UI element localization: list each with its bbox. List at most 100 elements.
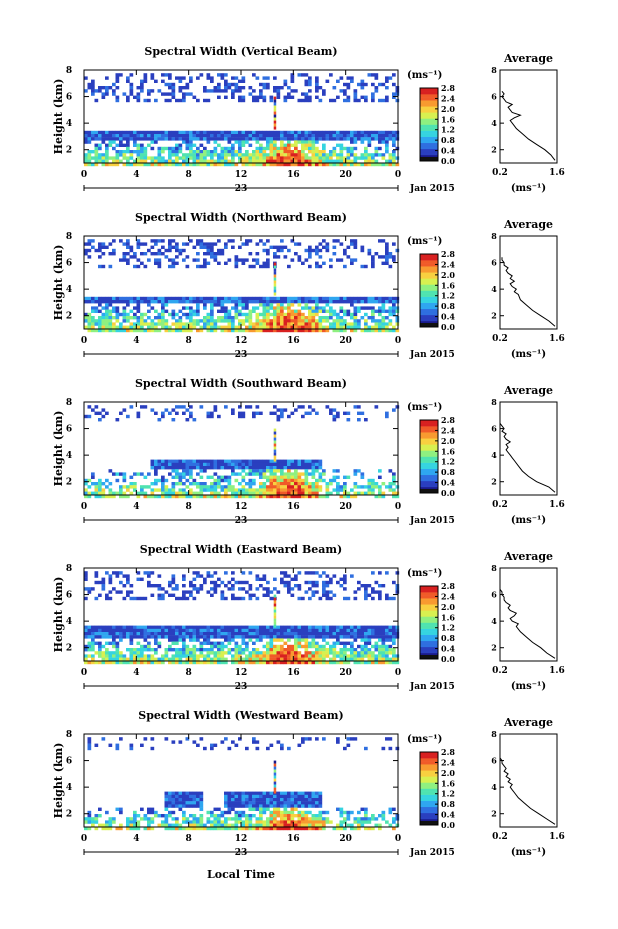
heatmap-cell bbox=[231, 408, 235, 412]
heatmap-cell bbox=[115, 632, 120, 636]
heatmap-cell bbox=[276, 807, 281, 811]
heatmap-cell bbox=[248, 478, 253, 483]
heatmap-cell bbox=[283, 804, 288, 808]
heatmap-cell bbox=[129, 89, 134, 93]
heatmap-cell bbox=[206, 159, 211, 163]
heatmap-cell bbox=[287, 264, 291, 269]
heatmap-cell bbox=[178, 648, 183, 652]
heatmap-cell bbox=[301, 740, 305, 744]
heatmap-cell bbox=[287, 485, 291, 489]
heatmap-cell bbox=[262, 804, 267, 808]
heatmap-cell bbox=[311, 491, 316, 495]
heatmap-cell bbox=[108, 296, 113, 301]
heatmap-cell bbox=[266, 325, 270, 329]
heatmap-cell bbox=[364, 156, 368, 160]
heatmap-cell bbox=[199, 814, 204, 818]
heatmap-cell bbox=[287, 798, 291, 802]
heatmap-cell bbox=[105, 143, 109, 147]
heatmap-cell bbox=[371, 309, 375, 313]
heatmap-cell bbox=[199, 405, 204, 409]
heatmap-cell bbox=[203, 654, 207, 658]
heatmap-cell bbox=[241, 648, 246, 652]
heatmap-cell bbox=[259, 807, 263, 811]
heatmap-cell bbox=[297, 801, 302, 805]
heatmap-cell bbox=[196, 150, 200, 154]
heatmap-cell bbox=[276, 820, 281, 824]
heatmap-cell bbox=[231, 740, 235, 744]
heatmap-cell bbox=[164, 462, 169, 467]
heatmap-cell bbox=[297, 826, 302, 831]
heatmap-cell bbox=[224, 146, 228, 151]
heatmap-cell bbox=[150, 130, 155, 135]
heatmap-cell bbox=[343, 82, 347, 87]
heatmap-cell bbox=[126, 826, 130, 831]
profile-y-tick-label: 4 bbox=[491, 118, 497, 128]
heatmap-cell bbox=[304, 469, 309, 473]
heatmap-cell bbox=[101, 134, 106, 138]
heatmap-cell bbox=[199, 823, 204, 827]
heatmap-cell bbox=[122, 319, 127, 323]
heatmap-cell bbox=[287, 638, 291, 642]
heatmap-cell bbox=[269, 162, 274, 167]
heatmap-cell bbox=[171, 574, 176, 578]
heatmap-cell bbox=[308, 143, 312, 147]
heatmap-cell bbox=[318, 319, 323, 323]
heatmap-cell bbox=[332, 300, 337, 304]
heatmap-cell bbox=[339, 162, 344, 167]
heatmap-cell bbox=[154, 810, 158, 815]
heatmap-cell bbox=[101, 651, 106, 655]
heatmap-cell bbox=[238, 472, 242, 476]
heatmap-cell bbox=[329, 306, 333, 310]
heatmap-cell bbox=[231, 300, 235, 304]
colorbar-segment bbox=[420, 281, 438, 285]
heatmap-cell bbox=[94, 248, 99, 253]
heatmap-cell bbox=[238, 660, 242, 665]
heatmap-cell bbox=[346, 635, 351, 639]
heatmap-cell bbox=[213, 657, 218, 661]
heatmap-cell bbox=[287, 635, 291, 639]
heatmap-cell bbox=[196, 485, 200, 489]
heatmap-cell bbox=[192, 654, 197, 658]
heatmap-cell bbox=[136, 826, 141, 831]
heatmap-cell bbox=[332, 134, 337, 138]
heatmap-cell bbox=[269, 801, 274, 805]
heatmap-cell bbox=[273, 600, 277, 604]
colorbar-frame bbox=[419, 87, 439, 162]
panel-5: Spectral Width (Westward Beam)2468Height… bbox=[52, 709, 565, 858]
heatmap-cell bbox=[290, 494, 295, 499]
heatmap-cell bbox=[269, 312, 274, 317]
heatmap-cell bbox=[213, 459, 218, 463]
heatmap-cell bbox=[161, 322, 165, 326]
heatmap-cell bbox=[308, 79, 312, 83]
heatmap-cell bbox=[336, 475, 340, 479]
heatmap-cell bbox=[192, 632, 197, 636]
heatmap-cell bbox=[178, 86, 183, 90]
heatmap-cell bbox=[171, 648, 176, 652]
heatmap-cell bbox=[164, 146, 169, 151]
heatmap-cell bbox=[91, 89, 95, 93]
heatmap-cell bbox=[395, 632, 400, 636]
heatmap-cell bbox=[311, 651, 316, 655]
heatmap-cell bbox=[378, 130, 382, 135]
heatmap-cell bbox=[203, 632, 207, 636]
heatmap-cell bbox=[140, 162, 144, 167]
heatmap-cell bbox=[231, 635, 235, 639]
heatmap-cell bbox=[241, 798, 246, 802]
heatmap-cell bbox=[91, 628, 95, 633]
heatmap-cell bbox=[154, 140, 158, 144]
heatmap-cell bbox=[98, 491, 102, 495]
heatmap-cell bbox=[182, 596, 186, 601]
heatmap-cell bbox=[392, 491, 396, 495]
heatmap-cell bbox=[182, 488, 186, 492]
heatmap-cell bbox=[287, 462, 291, 467]
heatmap-cell bbox=[126, 574, 130, 578]
heatmap-cell bbox=[203, 86, 207, 90]
colorbar-tick-label: 0.4 bbox=[441, 478, 455, 488]
heatmap-cell bbox=[182, 651, 186, 655]
heatmap-cell bbox=[269, 657, 274, 661]
heatmap-cell bbox=[252, 162, 256, 167]
heatmap-cell bbox=[245, 794, 249, 799]
heatmap-cell bbox=[210, 743, 214, 747]
heatmap-cell bbox=[213, 319, 218, 323]
heatmap-cell bbox=[346, 255, 351, 259]
